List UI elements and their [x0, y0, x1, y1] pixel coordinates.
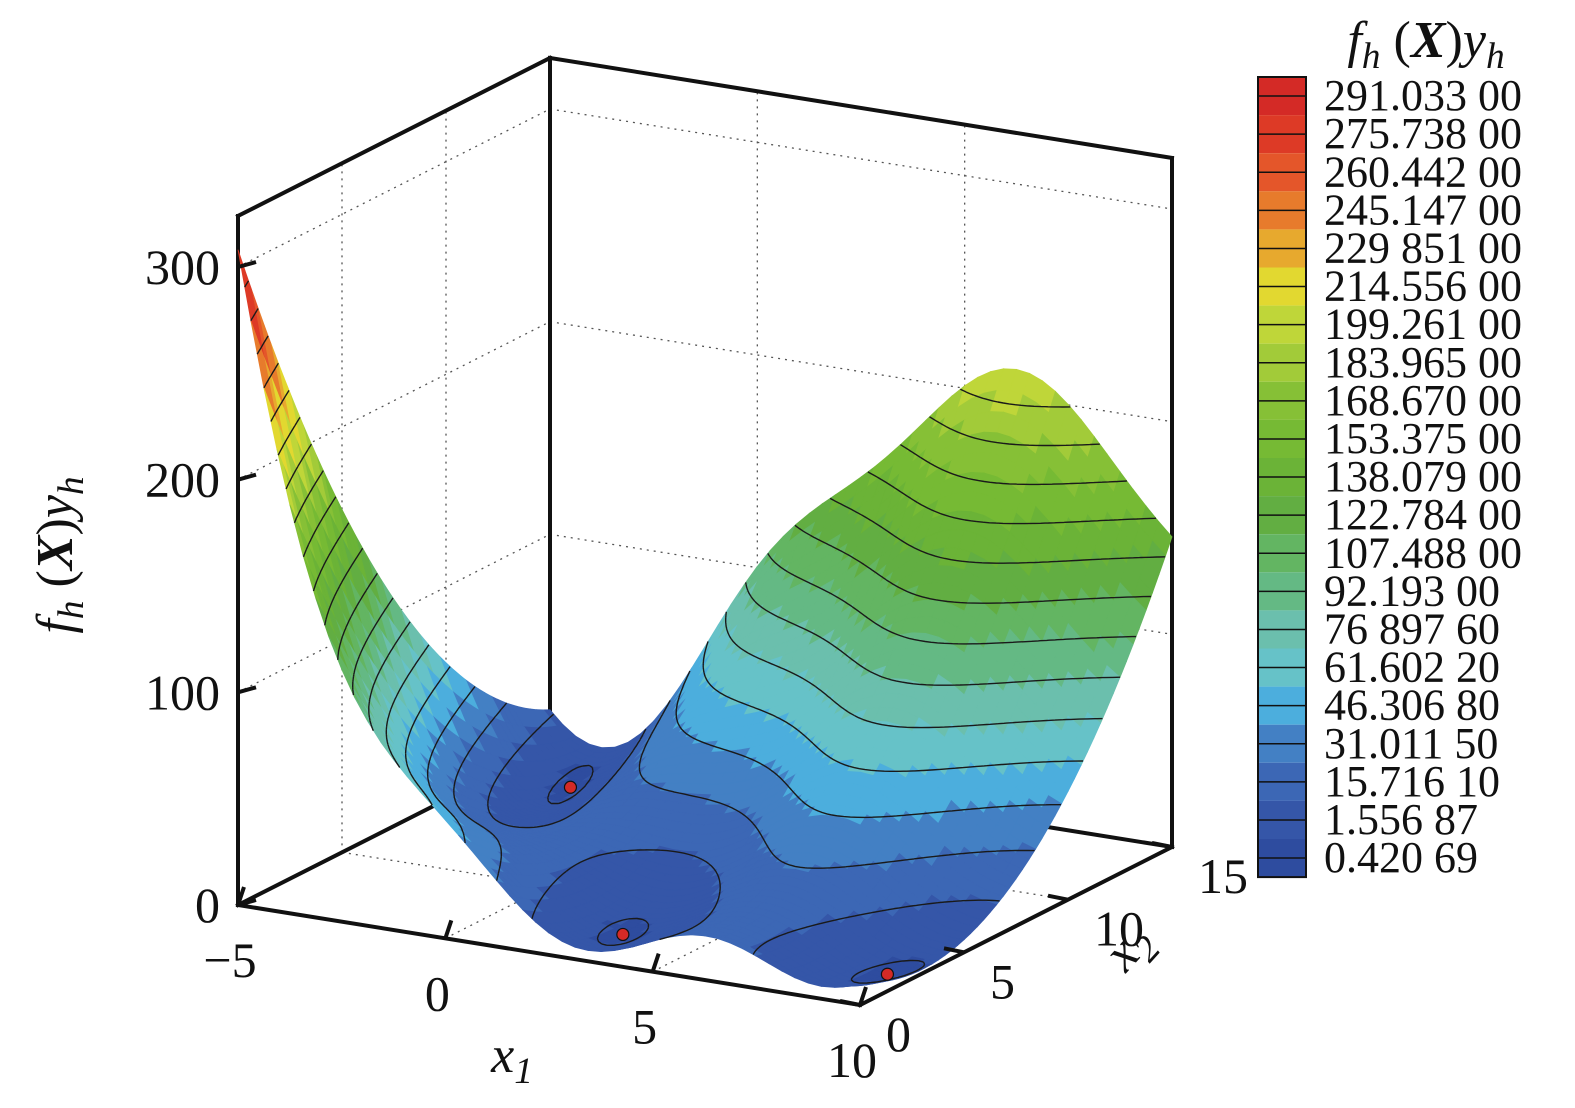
contour-line — [277, 416, 301, 456]
legend-label: 1.556 87 — [1324, 795, 1478, 844]
z-tick — [237, 898, 257, 907]
legend-label: 260.442 00 — [1324, 147, 1522, 196]
legend-label: 61.602 20 — [1324, 643, 1500, 692]
x1-tick — [650, 953, 661, 973]
z-tick-label: 200 — [145, 452, 220, 508]
x1-tick — [443, 919, 454, 939]
grid-line — [237, 108, 551, 268]
grid-line — [549, 321, 1173, 423]
contour-line — [324, 497, 1166, 626]
contour-line — [404, 641, 1084, 806]
legend-label: 153.375 00 — [1324, 414, 1522, 463]
z-tick-label: 0 — [195, 877, 220, 933]
surface — [237, 249, 1173, 988]
legend-label: 214.556 00 — [1324, 262, 1522, 311]
legend-label: 245.147 00 — [1324, 185, 1522, 234]
contour-line — [352, 553, 1137, 696]
x1-tick-label: 5 — [632, 999, 657, 1055]
contour-line — [487, 713, 1000, 955]
box-edge — [235, 902, 863, 1008]
contour-line — [270, 390, 290, 422]
legend-label: 0.420 69 — [1324, 833, 1478, 882]
z-axis-title: fh (X)yh — [27, 476, 92, 633]
contour-line — [302, 444, 1127, 558]
axis-ticks — [236, 260, 1173, 1007]
x1-axis-title: x1 — [490, 1027, 533, 1092]
legend-label: 168.670 00 — [1324, 376, 1522, 425]
contour-line — [244, 280, 250, 288]
contour-lines — [244, 280, 1166, 984]
x2-tick — [1151, 841, 1173, 849]
legend-frame — [1257, 76, 1307, 879]
z-tick — [237, 685, 257, 695]
x2-tick — [1047, 893, 1069, 902]
legend-title: fh (X)yh — [1347, 12, 1504, 77]
minimum-marker — [563, 780, 578, 794]
x2-tick — [839, 999, 861, 1007]
legend-label: 138.079 00 — [1324, 452, 1522, 501]
legend-label: 122.784 00 — [1324, 490, 1522, 539]
box-edge — [235, 55, 553, 219]
contour-line — [385, 611, 1103, 768]
contour-line — [250, 308, 259, 322]
contour-line — [426, 670, 1061, 843]
legend-label: 199.261 00 — [1324, 300, 1522, 349]
x1-tick-label: −5 — [203, 932, 256, 988]
contour-line — [337, 524, 1152, 660]
contour-line — [312, 471, 1157, 592]
legend-label: 76 897 60 — [1324, 604, 1500, 653]
contour-line — [368, 582, 1121, 731]
x1-tick — [858, 986, 868, 1006]
x2-tick-label: 5 — [990, 953, 1015, 1009]
contour-line — [263, 362, 279, 389]
x1-tick-label: 10 — [827, 1032, 877, 1088]
legend-label: 291.033 00 — [1324, 71, 1522, 120]
contour-line — [256, 335, 269, 355]
legend-label: 107.488 00 — [1324, 528, 1522, 577]
contour-line — [453, 700, 1035, 881]
grid-line — [549, 108, 1173, 210]
box-edge — [857, 844, 1175, 1008]
x2-tick-label: 15 — [1198, 848, 1248, 904]
x2-tick-label: 0 — [886, 1006, 911, 1062]
legend-label: 92.193 00 — [1324, 566, 1500, 615]
box-edge — [547, 55, 1175, 161]
z-tick — [237, 472, 257, 482]
legend-label: 46.306 80 — [1324, 681, 1500, 730]
x2-tick-label: 10 — [1094, 901, 1144, 957]
x1-tick — [236, 886, 246, 906]
legend-label: 229 851 00 — [1324, 223, 1522, 272]
minimum-marker — [880, 967, 895, 981]
contour-line — [293, 416, 1100, 524]
z-tick-label: 300 — [145, 239, 220, 295]
x2-tick — [943, 946, 965, 955]
minimum-marker — [616, 927, 630, 942]
legend-label: 275.738 00 — [1324, 109, 1522, 158]
legend-label: 31.011 50 — [1324, 719, 1498, 768]
contour-line — [285, 388, 1071, 490]
z-tick — [237, 260, 257, 269]
x1-tick-label: 0 — [425, 965, 450, 1021]
z-tick-label: 100 — [145, 664, 220, 720]
legend-label: 15.716 10 — [1324, 757, 1500, 806]
legend-label: 183.965 00 — [1324, 338, 1522, 387]
